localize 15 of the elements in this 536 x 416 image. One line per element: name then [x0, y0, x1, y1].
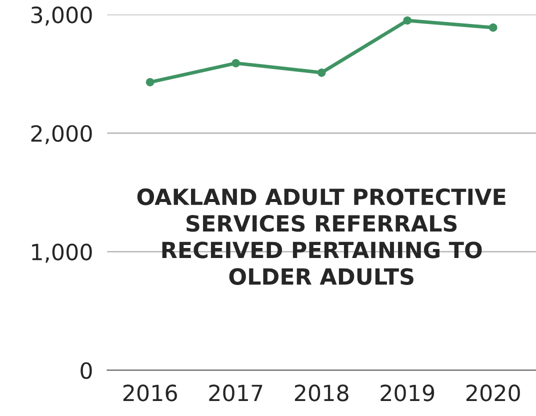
point	[232, 59, 240, 68]
y-tick-label: 2,000	[31, 125, 92, 144]
x-tick-label: 2016	[123, 384, 177, 402]
y-tick-label: 3,000	[31, 6, 92, 26]
point	[317, 68, 326, 77]
y-tick-label: 0	[80, 362, 92, 379]
point	[488, 23, 498, 32]
x-tick-label: 2017	[209, 384, 262, 402]
text: OAKLAND ADULT PROTECTIVE SERVICES REFERRALS RECEIVED PERTAINING TO OLDER ADULTS	[137, 188, 506, 285]
x-tick-label: 2018	[294, 384, 348, 402]
point	[146, 78, 154, 86]
x-tick-label: 2019	[380, 384, 434, 402]
y-tick-label: 1,000	[32, 244, 92, 263]
x-tick-label: 2020	[466, 384, 520, 402]
point	[403, 16, 412, 25]
